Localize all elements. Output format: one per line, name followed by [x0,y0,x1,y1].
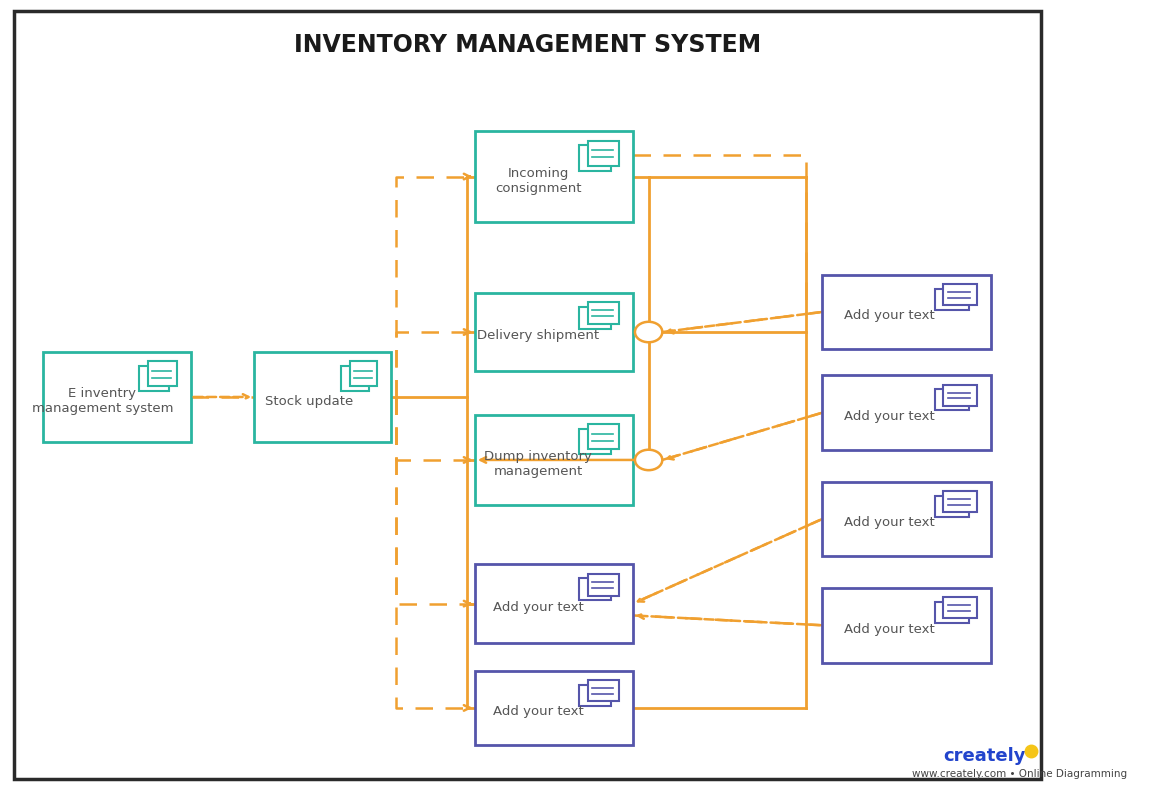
FancyBboxPatch shape [475,671,632,745]
FancyBboxPatch shape [588,302,619,324]
FancyBboxPatch shape [588,574,619,596]
Text: Add your text: Add your text [492,601,583,614]
FancyBboxPatch shape [935,496,968,517]
FancyBboxPatch shape [588,141,619,166]
Text: INVENTORY MANAGEMENT SYSTEM: INVENTORY MANAGEMENT SYSTEM [294,32,761,57]
Text: Add your text: Add your text [844,309,935,322]
FancyBboxPatch shape [580,429,611,454]
Circle shape [635,322,662,342]
FancyBboxPatch shape [822,482,990,556]
FancyBboxPatch shape [350,361,377,386]
FancyBboxPatch shape [822,588,990,663]
FancyBboxPatch shape [935,288,968,310]
Text: www.creately.com • Online Diagramming: www.creately.com • Online Diagramming [912,769,1127,780]
FancyBboxPatch shape [475,564,632,643]
Text: Add your text: Add your text [492,705,583,718]
FancyBboxPatch shape [580,145,611,171]
Text: creately: creately [943,747,1026,765]
Text: Incoming
consignment: Incoming consignment [494,167,582,195]
FancyBboxPatch shape [342,366,369,391]
FancyBboxPatch shape [943,284,978,305]
Text: Add your text: Add your text [844,410,935,423]
Text: Delivery shipment: Delivery shipment [477,329,599,342]
FancyBboxPatch shape [475,292,632,371]
FancyBboxPatch shape [139,366,169,391]
FancyBboxPatch shape [254,352,391,442]
Text: Add your text: Add your text [844,623,935,635]
FancyBboxPatch shape [822,375,990,450]
FancyBboxPatch shape [580,578,611,600]
Text: Add your text: Add your text [844,516,935,529]
FancyBboxPatch shape [935,602,968,623]
FancyBboxPatch shape [943,491,978,512]
FancyBboxPatch shape [44,352,191,442]
Text: Dump inventory
management: Dump inventory management [484,450,592,479]
Text: E inventry
management system: E inventry management system [32,387,174,416]
FancyBboxPatch shape [580,685,611,705]
FancyBboxPatch shape [943,597,978,619]
FancyBboxPatch shape [580,307,611,329]
Text: Stock update: Stock update [264,395,353,408]
FancyBboxPatch shape [822,275,990,349]
FancyBboxPatch shape [588,424,619,450]
FancyBboxPatch shape [147,361,177,386]
FancyBboxPatch shape [588,680,619,701]
FancyBboxPatch shape [475,415,632,506]
FancyBboxPatch shape [935,389,968,411]
Circle shape [635,450,662,470]
FancyBboxPatch shape [943,385,978,406]
FancyBboxPatch shape [475,131,632,222]
